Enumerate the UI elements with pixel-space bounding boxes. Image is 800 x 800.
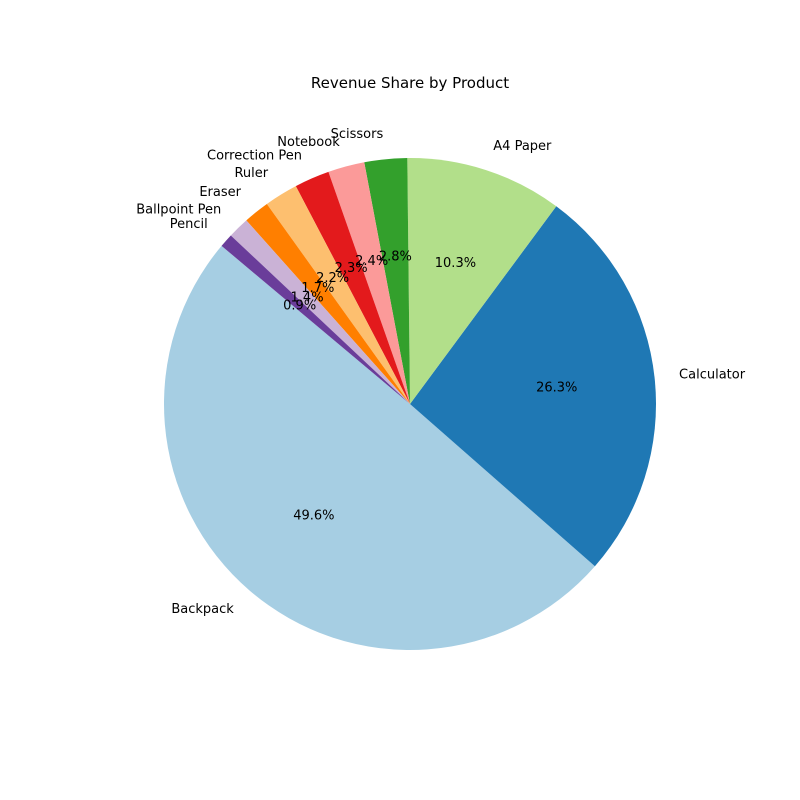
slice-label: Pencil: [170, 217, 208, 232]
slice-percent-label: 0.9%: [283, 298, 316, 313]
pie-slices: [164, 158, 656, 650]
slice-label: Calculator: [679, 368, 746, 383]
slice-label: Backpack: [171, 602, 234, 617]
slice-label: Correction Pen: [207, 148, 302, 163]
slice-label: A4 Paper: [493, 139, 552, 154]
slice-label: Eraser: [199, 185, 241, 200]
slice-percent-label: 10.3%: [435, 256, 476, 271]
slice-percent-label: 49.6%: [293, 509, 334, 524]
slice-label: Ruler: [234, 166, 268, 181]
slice-label: Ballpoint Pen: [136, 203, 221, 218]
slice-percent-label: 26.3%: [536, 381, 577, 396]
chart-title: Revenue Share by Product: [311, 74, 509, 92]
